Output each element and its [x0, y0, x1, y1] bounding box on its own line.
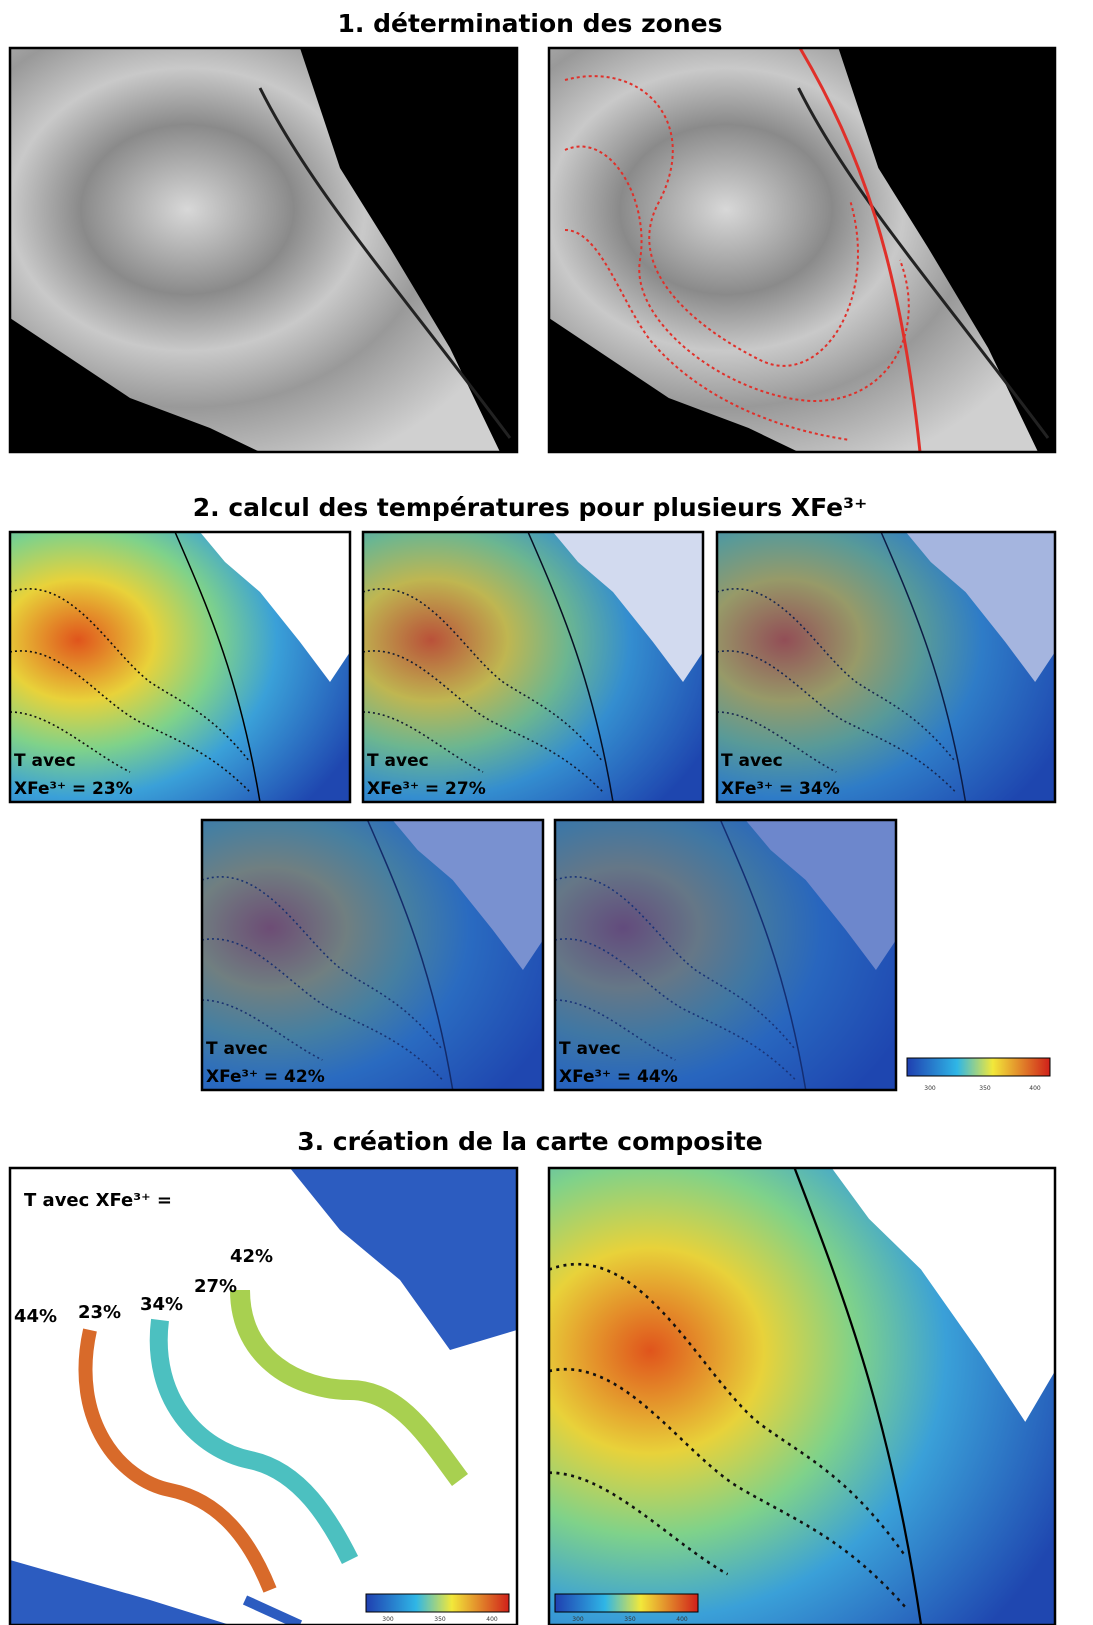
colorbar-tick: 400: [676, 1616, 688, 1623]
colorbar-tick: 400: [1029, 1085, 1041, 1092]
map-shade: [555, 820, 896, 1090]
zone-23: [78, 1328, 277, 1593]
section-title: 3. création de la carte composite: [297, 1127, 763, 1156]
temperature-map: T avec XFe³⁺ = 27%: [361, 530, 705, 804]
colorbar-tick: 350: [434, 1616, 446, 1623]
colorbar-tick: 300: [382, 1616, 394, 1623]
temperature-map: T avec XFe³⁺ = 23%: [8, 530, 352, 804]
map-shade: [202, 820, 543, 1090]
bse-image: [10, 48, 517, 452]
colorbar-scale: [906, 1057, 1051, 1077]
section-title: 2. calcul des températures pour plusieur…: [193, 493, 868, 522]
map-image: [549, 1168, 1055, 1625]
zone-44: [242, 1595, 303, 1625]
zone-label: 42%: [230, 1246, 273, 1267]
temperature-map: T avec XFe³⁺ = 42%: [200, 818, 545, 1092]
panel-label: T avec: [721, 751, 783, 771]
colorbar: 300 350 400: [906, 1057, 1051, 1092]
panel-frame: [200, 818, 545, 1092]
panel-frame: [547, 1166, 1057, 1625]
panel-label: T avec: [14, 751, 76, 771]
temperature-map: T avec XFe³⁺ = 34%: [715, 530, 1057, 804]
panel-frame: [8, 46, 519, 454]
panel-frame: [8, 1166, 519, 1625]
panel-label: T avec: [559, 1039, 621, 1059]
zone-44: [10, 1560, 230, 1625]
section-title: 1. détermination des zones: [338, 9, 723, 38]
bse-image-zoned: [549, 48, 1055, 452]
zone-44: [290, 1168, 517, 1350]
panel-frame: [547, 46, 1057, 454]
zone-map: T avec XFe³⁺ = 42% 27% 34% 23% 44% 300 3…: [8, 1166, 519, 1625]
panel-label: T avec: [367, 751, 429, 771]
panel-frame: [715, 530, 1057, 804]
colorbar-scale: [554, 1593, 699, 1613]
panel-label: XFe³⁺ = 42%: [206, 1067, 325, 1087]
panel-label: XFe³⁺ = 27%: [367, 779, 486, 799]
legend-title: T avec XFe³⁺ =: [24, 1190, 172, 1211]
zone-label: 27%: [194, 1276, 237, 1297]
zone-outlines: [564, 47, 922, 453]
panel-label: T avec: [206, 1039, 268, 1059]
panel-label: XFe³⁺ = 44%: [559, 1067, 678, 1087]
zone-27: [230, 1289, 469, 1486]
zone-label: 23%: [78, 1302, 121, 1323]
colorbar-tick: 400: [486, 1616, 498, 1623]
panel-frame: [361, 530, 705, 804]
map-shade: [363, 532, 703, 802]
colorbar-tick: 350: [979, 1085, 991, 1092]
colorbar-scale: [365, 1593, 510, 1613]
colorbar-tick: 350: [624, 1616, 636, 1623]
panel-frame: [553, 818, 898, 1092]
boundary-line: [798, 47, 922, 453]
map-shade: [717, 532, 1055, 802]
colorbar-tick: 300: [924, 1085, 936, 1092]
zone-34: [149, 1318, 359, 1565]
panel-frame: [8, 530, 352, 804]
panel-label: XFe³⁺ = 34%: [721, 779, 840, 799]
composite-map: 300 350 400: [547, 1166, 1057, 1625]
zone-label: 44%: [14, 1306, 57, 1327]
zone-label: 34%: [140, 1294, 183, 1315]
temperature-map: T avec XFe³⁺ = 44%: [553, 818, 898, 1092]
colorbar-tick: 300: [572, 1616, 584, 1623]
panel-label: XFe³⁺ = 23%: [14, 779, 133, 799]
